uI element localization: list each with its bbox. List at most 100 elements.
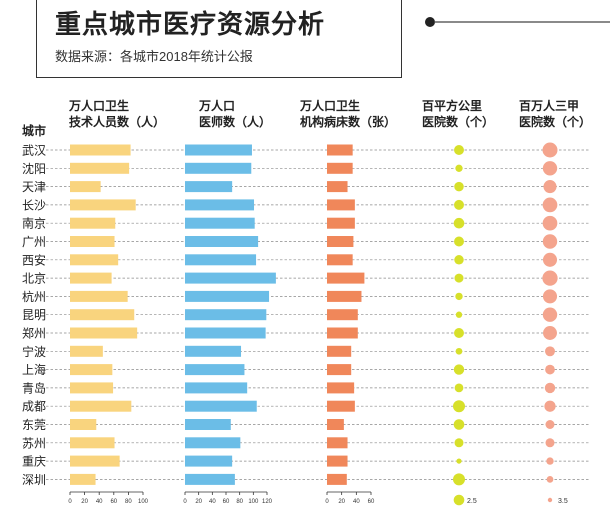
bubble xyxy=(454,199,464,210)
bubble xyxy=(455,164,463,172)
chart-title: 重点城市医疗资源分析 xyxy=(55,9,326,39)
bubble-legend-marker xyxy=(453,494,465,506)
bar xyxy=(185,162,252,174)
tick-label: 20 xyxy=(195,499,202,505)
bubble xyxy=(542,197,558,213)
series-title: 万人口卫生 xyxy=(68,98,129,113)
series-title: 万人口 xyxy=(198,98,235,113)
series-title: 医院数（个） xyxy=(422,114,494,129)
bar xyxy=(327,181,348,193)
bar xyxy=(70,236,115,247)
tick-label: 60 xyxy=(368,499,375,505)
bar xyxy=(327,309,358,321)
city-label: 南京 xyxy=(22,216,46,231)
tick-label: 20 xyxy=(338,499,345,505)
city-label: 宁波 xyxy=(22,344,46,359)
series-title: 百平方公里 xyxy=(422,98,482,113)
city-label: 东莞 xyxy=(22,418,46,432)
bar xyxy=(185,217,255,229)
bar xyxy=(327,199,355,211)
bar xyxy=(185,382,248,394)
bubble xyxy=(455,347,463,355)
bar xyxy=(327,236,354,247)
bar xyxy=(185,199,255,211)
bar xyxy=(70,327,138,339)
city-label: 西安 xyxy=(22,252,46,267)
bubble xyxy=(453,364,465,375)
series-title: 万人口卫生 xyxy=(299,98,360,113)
bar xyxy=(70,144,131,156)
bubble xyxy=(454,236,464,247)
city-label: 沈阳 xyxy=(22,161,46,176)
city-label: 成都 xyxy=(22,400,46,414)
bubble-legend-marker xyxy=(547,497,553,503)
bar xyxy=(185,290,270,302)
bubble xyxy=(455,292,463,301)
bar xyxy=(185,254,257,266)
tick-label: 80 xyxy=(125,499,132,505)
tick-label: 40 xyxy=(96,499,103,505)
bar xyxy=(70,309,135,321)
bubble xyxy=(546,457,554,465)
tick-label: 40 xyxy=(353,499,360,505)
bar xyxy=(327,290,362,302)
bar xyxy=(327,345,352,357)
series-title: 医师数（人） xyxy=(199,114,271,129)
bar xyxy=(327,144,353,156)
bubble xyxy=(454,328,464,338)
bar xyxy=(70,272,112,284)
tick-label: 60 xyxy=(110,499,117,505)
bar xyxy=(70,254,119,266)
bar xyxy=(327,327,358,339)
bar xyxy=(70,455,120,467)
bar xyxy=(327,419,344,430)
bubble xyxy=(453,217,465,229)
bar xyxy=(185,236,259,247)
bubble xyxy=(453,473,465,486)
bar xyxy=(70,345,103,357)
city-label: 昆明 xyxy=(22,308,46,322)
bubble xyxy=(454,438,464,448)
bar xyxy=(185,400,257,412)
bubble xyxy=(545,438,555,448)
bubble xyxy=(545,420,555,429)
bar xyxy=(70,382,114,394)
bar xyxy=(185,473,235,485)
bar xyxy=(327,382,355,394)
tick-label: 120 xyxy=(262,499,273,505)
tick-label: 40 xyxy=(209,499,216,505)
bar xyxy=(327,455,348,467)
bubble-legend-label: 3.5 xyxy=(558,498,568,505)
bar xyxy=(185,272,276,284)
bar xyxy=(185,419,231,430)
bubble xyxy=(542,142,558,158)
bubble xyxy=(543,326,557,340)
bubble xyxy=(542,307,558,322)
tick-label: 100 xyxy=(138,499,149,505)
series-title: 医院数（个） xyxy=(519,114,591,129)
tick-label: 60 xyxy=(223,499,230,505)
bubble xyxy=(542,234,558,249)
bubble xyxy=(542,289,558,304)
tick-label: 0 xyxy=(325,499,329,505)
bar xyxy=(70,290,128,302)
tick-label: 0 xyxy=(183,499,187,505)
bubble xyxy=(454,273,464,283)
bubble xyxy=(546,476,554,483)
bar xyxy=(70,199,136,211)
tick-label: 20 xyxy=(81,499,88,505)
bar xyxy=(70,437,115,449)
bar xyxy=(327,217,355,229)
bubble xyxy=(543,180,557,194)
bar xyxy=(185,345,242,357)
city-label: 杭州 xyxy=(22,289,46,304)
city-label: 苏州 xyxy=(22,436,46,450)
bubble xyxy=(454,145,464,155)
bar xyxy=(185,309,267,321)
bar xyxy=(70,400,132,412)
city-label: 郑州 xyxy=(22,326,46,341)
series-title: 机构病床数（张） xyxy=(300,114,396,129)
series-title: 百万人三甲 xyxy=(519,98,579,113)
bar xyxy=(185,327,266,339)
bar xyxy=(327,400,355,412)
